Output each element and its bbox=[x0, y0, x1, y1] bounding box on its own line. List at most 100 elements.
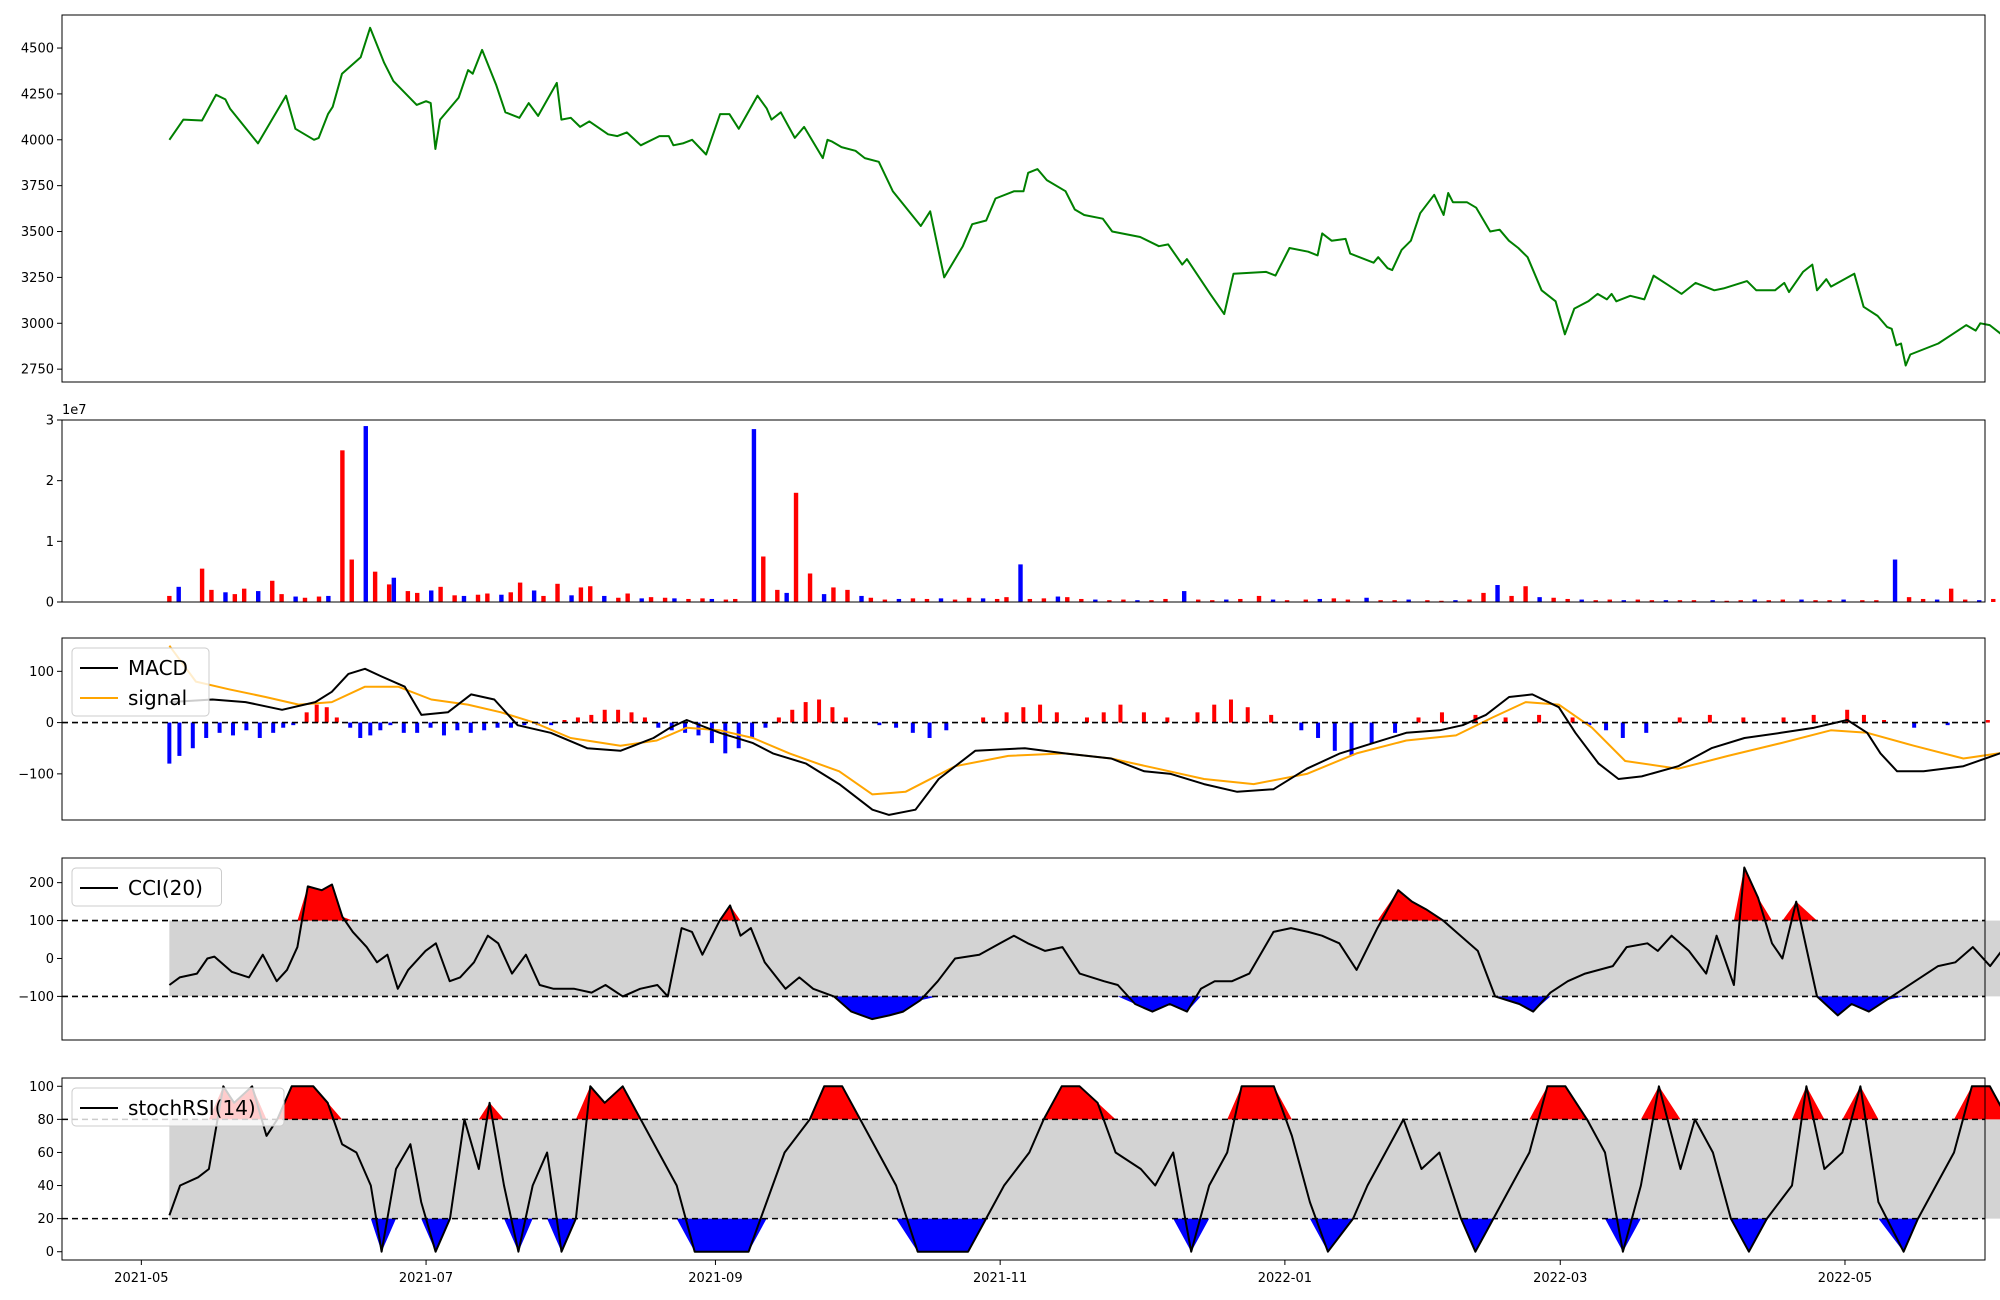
x-tick-label: 2021-09 bbox=[688, 1271, 742, 1286]
volume-ytick-label: 0 bbox=[46, 596, 54, 611]
macd-hist-bar bbox=[877, 722, 882, 726]
macd-hist-bar bbox=[910, 722, 915, 733]
macd-hist-bar bbox=[1084, 717, 1089, 723]
volume-bar bbox=[994, 598, 1000, 602]
volume-bar bbox=[1780, 599, 1786, 602]
macd-hist-bar bbox=[1369, 722, 1374, 744]
macd-hist-bar bbox=[378, 722, 383, 731]
volume-bar bbox=[807, 573, 813, 602]
macd-hist-bar bbox=[562, 720, 567, 723]
volume-bar bbox=[648, 597, 654, 602]
x-tick-label: 2021-05 bbox=[114, 1271, 168, 1286]
macd-hist-bar bbox=[817, 699, 822, 723]
volume-bar bbox=[349, 559, 354, 602]
macd-hist-bar bbox=[1118, 704, 1123, 723]
volume-bar bbox=[167, 595, 172, 602]
volume-bar bbox=[1752, 599, 1757, 602]
macd-hist-bar bbox=[1416, 717, 1421, 723]
macd-hist-bar bbox=[368, 722, 373, 736]
volume-bar bbox=[1079, 598, 1084, 602]
macd-hist-bar bbox=[522, 722, 527, 726]
macd-histogram bbox=[167, 699, 1990, 764]
volume-bar bbox=[1481, 592, 1486, 602]
volume-frame bbox=[61, 419, 1986, 603]
cci-legend-box bbox=[71, 867, 222, 907]
macd-hist-bar bbox=[1537, 714, 1542, 723]
volume-bar bbox=[1977, 600, 1982, 602]
cci-legend-label: CCI(20) bbox=[128, 876, 203, 900]
price-ytick-label: 2750 bbox=[21, 363, 54, 378]
volume-bar bbox=[723, 599, 729, 602]
volume-bar bbox=[625, 593, 630, 602]
volume-bar bbox=[517, 582, 523, 602]
volume-bar bbox=[429, 590, 434, 602]
volume-bars bbox=[167, 426, 1996, 602]
price-ytick-label: 3000 bbox=[21, 317, 54, 332]
macd-hist-bar bbox=[750, 722, 755, 738]
macd-hist-bar bbox=[1741, 717, 1746, 723]
macd-ytick-label: 0 bbox=[46, 716, 54, 731]
volume-bar bbox=[1948, 588, 1954, 602]
volume-bar bbox=[1906, 597, 1912, 602]
volume-bar bbox=[499, 594, 504, 602]
volume-bar bbox=[1055, 596, 1061, 602]
cci-frame bbox=[61, 857, 1986, 1041]
volume-bar bbox=[1621, 600, 1626, 602]
volume-bar bbox=[1537, 597, 1542, 602]
macd-hist-bar bbox=[843, 717, 848, 723]
volume-bar bbox=[405, 591, 411, 602]
volume-bar bbox=[1041, 598, 1047, 602]
volume-bar bbox=[223, 592, 228, 602]
volume-bar bbox=[1579, 599, 1584, 602]
macd-hist-bar bbox=[1245, 707, 1250, 723]
volume-bar bbox=[924, 598, 930, 602]
volume-bar bbox=[1453, 600, 1458, 602]
volume-bar bbox=[415, 592, 420, 602]
macd-hist-bar bbox=[575, 717, 580, 723]
macd-hist-bar bbox=[1393, 722, 1398, 733]
volume-bar bbox=[391, 577, 397, 602]
volume-bar bbox=[176, 586, 181, 602]
volume-bar bbox=[531, 590, 537, 602]
volume-bar bbox=[1827, 600, 1832, 602]
macd-hist-bar bbox=[495, 722, 500, 728]
volume-bar bbox=[1224, 599, 1229, 602]
macd-hist-bar bbox=[1781, 717, 1786, 723]
volume-bar bbox=[1892, 559, 1898, 602]
macd-hist-bar bbox=[1054, 712, 1059, 723]
volume-bar bbox=[1093, 599, 1098, 602]
volume-ytick-label: 2 bbox=[46, 474, 54, 489]
volume-bar bbox=[910, 598, 916, 602]
volume-bar bbox=[541, 595, 546, 602]
macd-legend-label: signal bbox=[128, 686, 187, 710]
volume-bar bbox=[1663, 600, 1669, 602]
macd-hist-bar bbox=[415, 722, 420, 733]
volume-bar bbox=[662, 597, 668, 602]
volume-ytick-label: 1 bbox=[46, 535, 54, 550]
price-ytick-label: 4250 bbox=[21, 87, 54, 102]
volume-bar bbox=[386, 584, 392, 602]
volume-bar bbox=[1860, 600, 1865, 602]
volume-bar bbox=[1004, 597, 1009, 602]
stochrsi-ytick-label: 100 bbox=[29, 1080, 54, 1095]
volume-bar bbox=[1317, 598, 1323, 602]
volume-bar bbox=[232, 594, 238, 602]
volume-bar bbox=[1523, 586, 1528, 602]
macd-hist-bar bbox=[1587, 722, 1592, 726]
macd-hist-bar bbox=[776, 717, 781, 723]
macd-hist-bar bbox=[1269, 714, 1274, 723]
macd-hist-bar bbox=[281, 722, 286, 728]
volume-bar bbox=[1991, 598, 1996, 602]
volume-bar bbox=[1710, 600, 1715, 602]
volume-bar bbox=[1738, 600, 1743, 602]
volume-ytick-label: 3 bbox=[46, 414, 54, 429]
volume-bar bbox=[1331, 598, 1337, 602]
volume-bar bbox=[896, 598, 902, 602]
volume-bar bbox=[1406, 599, 1411, 602]
volume-bar bbox=[761, 556, 766, 602]
macd-hist-bar bbox=[656, 722, 661, 728]
volume-bar bbox=[672, 598, 677, 602]
volume-bar bbox=[279, 594, 284, 602]
volume-bar bbox=[1121, 599, 1126, 602]
macd-hist-bar bbox=[1945, 722, 1950, 726]
